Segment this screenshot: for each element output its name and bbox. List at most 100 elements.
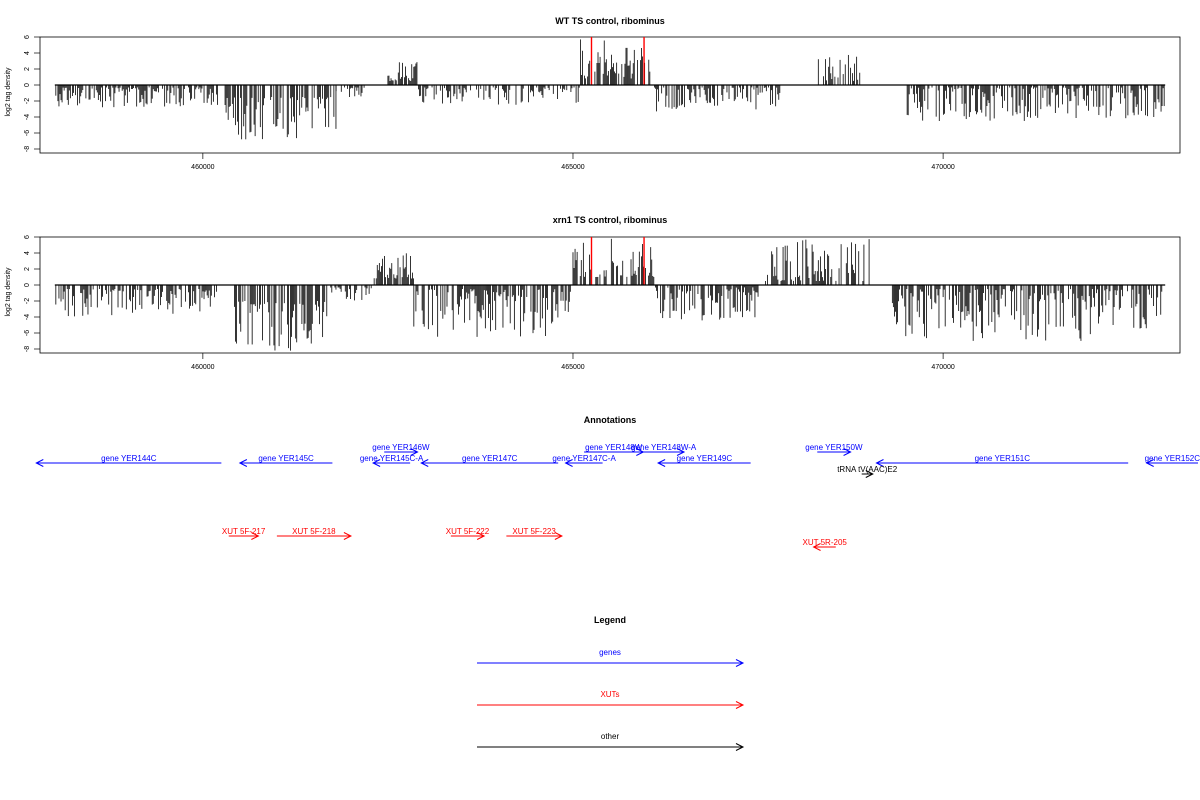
annotation-feature-9-arrow-head [843, 448, 852, 456]
xrn1-markers [590, 237, 645, 285]
annotation-feature-11-arrow-head [1145, 459, 1154, 467]
annotation-feature-10-arrow-head [875, 459, 884, 467]
legend-item-gene: genes [477, 648, 745, 667]
wt-xtick-label-2: 470000 [931, 164, 954, 171]
wt-ytick-label-2: -4 [24, 114, 31, 120]
xrn1-ytick-label-1: -6 [24, 330, 31, 336]
xrn1-xtick-label-0: 460000 [191, 364, 214, 371]
annotation-feature-17-arrow-head [812, 543, 821, 551]
wt-panel: WT TS control, ribominus log2 tag densit… [5, 16, 1181, 171]
annotation-feature-1-label: gene YER145C [258, 454, 314, 463]
annotation-feature-3-label: gene YER145C-A [360, 454, 424, 463]
wt-y-axis: -8 -6 -4 -2 0 2 4 6 [24, 35, 40, 152]
wt-markers [590, 37, 645, 85]
annotation-feature-0-label: gene YER144C [101, 454, 157, 463]
annotation-feature-13-label: XUT 5F-217 [222, 527, 266, 536]
legend-item-xut-label: XUTs [600, 690, 619, 699]
annotation-feature-4: gene YER147C [420, 454, 559, 467]
annotation-feature-15-label: XUT 5F-222 [446, 527, 490, 536]
annotation-feature-17-label: XUT 5R-205 [803, 538, 848, 547]
wt-x-axis: 460000 465000 470000 [191, 153, 955, 171]
annotation-feature-16: XUT 5F-223 [506, 527, 564, 540]
annotation-feature-15-arrow-head [476, 532, 486, 540]
annotation-feature-10-label: gene YER151C [975, 454, 1031, 463]
annotation-feature-3: gene YER145C-A [360, 454, 424, 467]
annotation-feature-12: tRNA tV(AAC)E2 [837, 465, 898, 478]
xrn1-ytick-label-2: -4 [24, 314, 31, 320]
annotation-feature-9-label: gene YER150W [805, 443, 863, 452]
xrn1-xtick-label-2: 470000 [931, 364, 954, 371]
annotation-feature-2-label: gene YER146W [372, 443, 430, 452]
annotation-feature-5-label: gene YER148W [585, 443, 643, 452]
wt-bars [55, 39, 1165, 140]
xrn1-ytick-label-5: 2 [24, 267, 31, 271]
xrn1-ytick-label-4: 0 [24, 283, 31, 287]
annotation-feature-14-arrow-head [343, 532, 353, 540]
wt-ylabel: log2 tag density [5, 67, 12, 117]
annotation-feature-6-label: gene YER148W-A [631, 443, 697, 452]
annotation-feature-16-label: XUT 5F-223 [512, 527, 556, 536]
xrn1-title: xrn1 TS control, ribominus [553, 215, 668, 225]
xrn1-ytick-label-3: -2 [24, 298, 31, 304]
xrn1-y-axis: -8 -6 -4 -2 0 2 4 6 [24, 235, 40, 352]
annotation-feature-13-arrow-head [251, 532, 260, 540]
annotations-track: Annotations gene YER144C gene YER145C gene… [35, 415, 1200, 551]
xrn1-bars [55, 238, 1163, 351]
legend-item-other-label: other [601, 732, 620, 741]
annotation-feature-8-label: gene YER149C [677, 454, 733, 463]
annotation-feature-4-label: gene YER147C [462, 454, 518, 463]
xrn1-plot-frame [39, 236, 1181, 354]
wt-xtick-label-1: 465000 [561, 164, 584, 171]
annotation-feature-17: XUT 5R-205 [803, 538, 848, 551]
xrn1-ytick-label-7: 6 [24, 235, 31, 239]
wt-ytick-label-4: 0 [24, 83, 31, 87]
legend: Legend genes XUTs other [477, 615, 745, 751]
annotation-feature-0-arrow-head [35, 459, 44, 467]
xrn1-x-axis: 460000 465000 470000 [191, 353, 955, 371]
legend-title: Legend [594, 615, 626, 625]
legend-item-xut-arrow-head [735, 701, 745, 709]
annotation-feature-2: gene YER146W [372, 443, 430, 456]
legend-items: genes XUTs other [477, 648, 745, 751]
annotation-feature-8: gene YER149C [656, 454, 751, 467]
annotation-feature-8-arrow-head [656, 459, 666, 467]
wt-title: WT TS control, ribominus [555, 16, 665, 26]
xrn1-ytick-label-0: -8 [24, 346, 31, 352]
legend-item-xut: XUTs [477, 690, 745, 709]
annotation-feature-14: XUT 5F-218 [276, 527, 353, 540]
annotation-feature-9: gene YER150W [805, 443, 863, 456]
annotation-feature-3-arrow-head [371, 459, 381, 467]
legend-item-other-arrow-head [735, 743, 745, 751]
legend-item-other: other [477, 732, 745, 751]
annotation-feature-12-label: tRNA tV(AAC)E2 [837, 465, 898, 474]
legend-item-gene-label: genes [599, 648, 621, 657]
annotation-feature-13: XUT 5F-217 [222, 527, 266, 540]
wt-ytick-label-0: -8 [24, 146, 31, 152]
annotation-feature-12-arrow-head [865, 470, 874, 478]
annotation-feature-11-label: gene YER152C [1145, 454, 1200, 463]
annotation-feature-1-arrow-head [238, 459, 248, 467]
legend-item-gene-arrow-head [735, 659, 745, 667]
annotation-feature-2-arrow-head [410, 448, 419, 456]
annotation-feature-14-label: XUT 5F-218 [292, 527, 336, 536]
wt-ytick-label-7: 6 [24, 35, 31, 39]
xrn1-ytick-label-6: 4 [24, 251, 31, 255]
annotation-feature-7-arrow-head [564, 459, 573, 467]
wt-plot-frame [39, 36, 1181, 154]
annotation-feature-15: XUT 5F-222 [446, 527, 490, 540]
wt-xtick-label-0: 460000 [191, 164, 214, 171]
xrn1-ylabel: log2 tag density [5, 267, 12, 317]
annotation-feature-7-label: gene YER147C-A [552, 454, 616, 463]
annotation-feature-11: gene YER152C [1145, 454, 1200, 467]
wt-ytick-label-5: 2 [24, 67, 31, 71]
wt-ytick-label-6: 4 [24, 51, 31, 55]
annotation-feature-0: gene YER144C [35, 454, 222, 467]
annotation-feature-4-arrow-head [420, 459, 429, 467]
annotations-title: Annotations [584, 415, 637, 425]
xrn1-panel: xrn1 TS control, ribominus log2 tag dens… [5, 215, 1181, 371]
xrn1-xtick-label-1: 465000 [561, 364, 584, 371]
wt-ytick-label-1: -6 [24, 130, 31, 136]
annotation-feature-10: gene YER151C [875, 454, 1129, 467]
annotation-feature-1: gene YER145C [238, 454, 333, 467]
